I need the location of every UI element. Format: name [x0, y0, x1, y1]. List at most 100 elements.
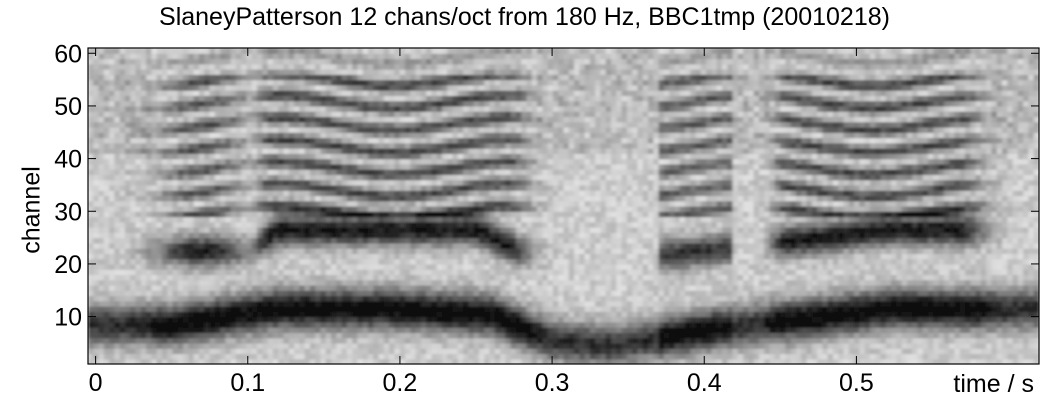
heatmap-cell [500, 327, 506, 333]
heatmap-cell [283, 169, 290, 175]
heatmap-cell [515, 300, 522, 307]
heatmap-cell [167, 285, 174, 291]
heatmap-cell [426, 58, 433, 65]
heatmap-cell [272, 353, 279, 360]
heatmap-cell [146, 90, 152, 96]
heatmap-cell [341, 216, 348, 223]
heatmap-cell [151, 137, 158, 144]
heatmap-cell [246, 105, 253, 112]
heatmap-cell [246, 132, 253, 139]
heatmap-cell [389, 100, 396, 107]
heatmap-cell [320, 127, 327, 133]
heatmap-cell [272, 332, 279, 339]
heatmap-cell [341, 58, 348, 65]
heatmap-cell [146, 63, 152, 70]
heatmap-cell [468, 327, 475, 333]
heatmap-cell [521, 105, 528, 112]
heatmap-cell [315, 327, 322, 333]
heatmap-cell [426, 127, 433, 133]
heatmap-cell [177, 316, 184, 323]
heatmap-cell [283, 316, 290, 323]
heatmap-cell [368, 216, 374, 223]
heatmap-cell [452, 221, 459, 228]
heatmap-cell [426, 300, 433, 307]
heatmap-cell [167, 111, 174, 118]
heatmap-cell [383, 221, 390, 228]
heatmap-cell [272, 227, 279, 233]
heatmap-cell [373, 274, 380, 281]
heatmap-cell [124, 306, 131, 312]
heatmap-cell [278, 258, 285, 265]
heatmap-cell [383, 274, 390, 281]
heatmap-cell [336, 48, 343, 54]
heatmap-cell [341, 163, 348, 170]
heatmap-cell [436, 290, 443, 297]
heatmap-cell [378, 179, 385, 186]
heatmap-cell [209, 184, 216, 191]
heatmap-cell [415, 263, 422, 270]
heatmap-cell [452, 137, 459, 144]
heatmap-cell [299, 306, 306, 312]
heatmap-cell [373, 132, 380, 139]
heatmap-cell [214, 274, 221, 281]
heatmap-cell [315, 342, 322, 349]
heatmap-cell [478, 100, 485, 107]
heatmap-cell [500, 179, 506, 186]
heatmap-cell [362, 148, 369, 154]
heatmap-cell [410, 342, 417, 349]
heatmap-cell [124, 227, 131, 233]
heatmap-cell [484, 332, 491, 339]
heatmap-cell [114, 69, 121, 75]
heatmap-cell [373, 100, 380, 107]
heatmap-cell [146, 285, 152, 291]
heatmap-cell [315, 95, 322, 102]
heatmap-cell [436, 169, 443, 175]
heatmap-cell [151, 100, 158, 107]
heatmap-cell [484, 232, 491, 239]
heatmap-cell [320, 206, 327, 212]
heatmap-cell [436, 227, 443, 233]
heatmap-cell [410, 232, 417, 239]
heatmap-cell [309, 227, 316, 233]
heatmap-cell [172, 258, 179, 265]
heatmap-cell [399, 221, 406, 228]
heatmap-cell [225, 316, 232, 323]
heatmap-cell [336, 74, 343, 81]
heatmap-cell [320, 321, 327, 328]
heatmap-cell [172, 127, 179, 133]
heatmap-cell [426, 132, 433, 139]
heatmap-cell [441, 69, 448, 75]
heatmap-cell [489, 216, 496, 223]
heatmap-cell [214, 258, 221, 265]
heatmap-cell [447, 300, 454, 307]
heatmap-cell [109, 111, 116, 118]
heatmap-cell [151, 116, 158, 123]
heatmap-cell [357, 169, 364, 175]
heatmap-cell [278, 48, 285, 54]
heatmap-cell [415, 332, 422, 339]
heatmap-cell [436, 116, 443, 123]
heatmap-cell [93, 190, 100, 197]
heatmap-cell [241, 274, 248, 281]
heatmap-cell [135, 163, 142, 170]
heatmap-cell [478, 242, 485, 249]
heatmap-cell [98, 111, 105, 118]
heatmap-cell [135, 348, 142, 355]
heatmap-cell [156, 163, 163, 170]
heatmap-cell [510, 311, 517, 318]
heatmap-cell [431, 353, 438, 360]
heatmap-cell [257, 285, 263, 291]
heatmap-cell [357, 232, 364, 239]
heatmap-cell [405, 300, 411, 307]
heatmap-cell [230, 269, 237, 276]
heatmap-cell [515, 248, 522, 254]
heatmap-cell [484, 184, 491, 191]
heatmap-cell [309, 142, 316, 149]
heatmap-cell [368, 227, 374, 233]
heatmap-cell [98, 74, 105, 81]
heatmap-cell [320, 90, 327, 96]
heatmap-cell [510, 132, 517, 139]
heatmap-cell [405, 321, 411, 328]
heatmap-cell [193, 121, 200, 128]
heatmap-cell [204, 232, 211, 239]
